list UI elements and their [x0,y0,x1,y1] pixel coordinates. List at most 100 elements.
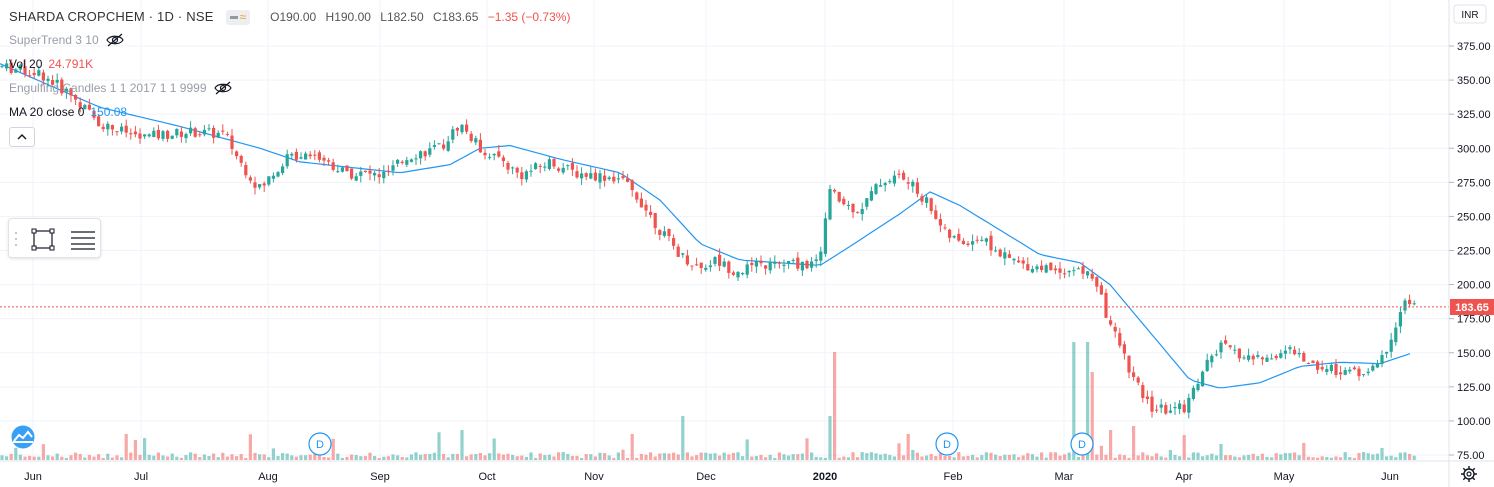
volume-bar [1178,456,1182,460]
indicator-volume[interactable]: Vol 20 24.791K [9,55,93,73]
volume-bar [179,457,183,460]
engulfing-label: Engulfing Candles 1 1 2017 1 1 9999 [9,81,207,95]
volume-bar [446,457,450,460]
candle-body [1412,303,1416,305]
candle-body [1150,396,1154,412]
volume-bar [64,457,68,460]
price-axis-currency[interactable]: INR [1453,4,1487,24]
collapse-legend-button[interactable] [9,127,35,147]
candle-body [281,166,285,174]
candle-body [865,198,869,207]
y-tick-label: 275.00 [1457,177,1491,189]
volume-bar [14,447,18,460]
volume-bar [9,453,13,460]
candle-body [294,151,298,160]
candle-body [225,133,229,135]
candle-body [607,177,611,180]
candle-body [446,141,450,151]
candle-body [727,261,731,273]
candle-body [994,250,998,252]
candle-body [198,134,202,136]
candle-body [819,251,823,261]
dividend-label: D [316,439,324,451]
candle-body [419,151,423,159]
volume-bar [161,455,165,460]
volume-bar [294,456,298,460]
volume-bar [285,453,289,460]
high-value: H190.00 [325,10,371,24]
candle-body [1210,355,1214,363]
candle-body [745,264,749,275]
candle-body [9,62,13,73]
indicator-engulfing[interactable]: Engulfing Candles 1 1 2017 1 1 9999 [9,79,233,97]
candle-body [1017,260,1021,263]
volume-bar [846,457,850,460]
volume-bar [1021,455,1025,460]
volume-bar [212,453,216,460]
volume-bar [143,438,147,460]
candle-body [455,127,459,131]
candle-body [92,110,96,118]
candle-body [879,185,883,187]
volume-bar [207,455,211,460]
volume-bar [437,432,441,460]
drag-handle-icon[interactable] [15,232,17,246]
volume-bar [409,454,413,460]
candle-body [1026,264,1030,271]
line-style-icon[interactable] [71,231,95,250]
volume-bar [363,456,367,460]
volume-bar [110,457,114,460]
candle-body [1283,350,1287,354]
eye-off-icon[interactable] [213,81,233,95]
y-tick-label: 200.00 [1457,280,1491,292]
volume-bar [340,457,344,460]
indicator-supertrend[interactable]: SuperTrend 3 10 [9,31,125,49]
candle-body [1357,368,1361,377]
volume-bar [230,454,234,460]
volume-bar [695,455,699,460]
rectangle-tool-icon[interactable] [31,228,55,251]
candlesticks [0,59,1416,419]
volume-bar [1343,452,1347,460]
symbol-title[interactable]: SHARDA CROPCHEM · 1D · NSE [9,9,214,24]
eye-off-icon[interactable] [105,33,125,47]
indicator-ma[interactable]: MA 20 close 0 150.08 [9,103,127,121]
candle-body [69,88,73,96]
candle-body [1228,345,1232,348]
candle-body [1265,357,1269,362]
volume-bar [570,455,574,460]
candle-body [382,171,386,179]
candle-body [529,170,533,172]
candle-body [920,196,924,202]
candle-body [1049,262,1053,271]
wave-icon[interactable]: ≈ [225,9,251,25]
settings-icon[interactable] [1461,466,1477,482]
candle-body [598,173,602,183]
volume-bar [547,454,551,460]
x-tick-label: Jun [24,471,42,483]
volume-bar [823,457,827,460]
drawing-toolbox[interactable] [8,218,101,258]
volume-bar [685,452,689,460]
price-axis[interactable]: 375.00 350.00 325.00 300.00 275.00 250.00 225.… [1449,41,1491,462]
candle-body [60,79,64,94]
candle-body [833,189,837,192]
time-axis[interactable]: Jun Jul Aug Sep Oct Nov Dec 2020 Feb Mar Apr May Jun [24,471,1399,483]
volume-bar [501,454,505,460]
candle-body [736,272,740,278]
volume-bar [1191,452,1195,460]
tradingview-logo-icon[interactable] [9,425,37,449]
volume-bar [506,453,510,460]
candle-body [1030,268,1034,273]
candle-body [543,166,547,168]
volume-bar [1081,453,1085,460]
candle-body [55,79,59,83]
candle-body [626,178,630,182]
candle-body [791,259,795,261]
candle-body [869,191,873,201]
candle-body [570,163,574,170]
volume-bar [202,454,206,460]
candle-body [1242,357,1246,359]
